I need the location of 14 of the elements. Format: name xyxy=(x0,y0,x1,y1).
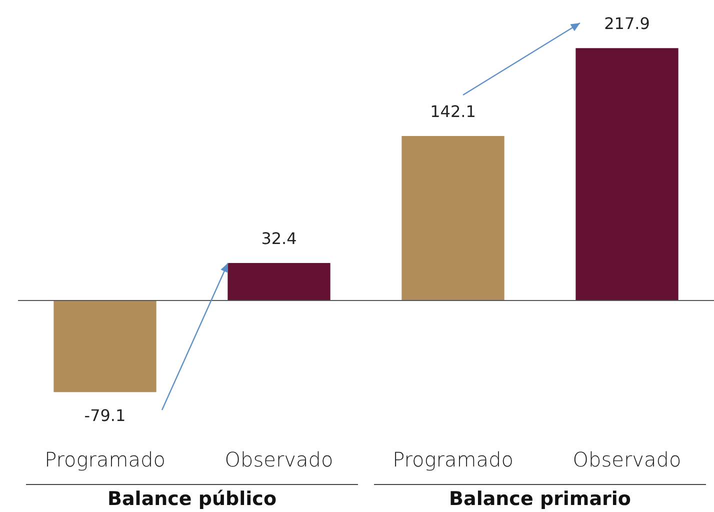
bar xyxy=(228,263,330,301)
x-tick-label: Programado xyxy=(392,448,514,472)
bar xyxy=(576,48,678,301)
bar xyxy=(402,136,504,301)
data-label: -79.1 xyxy=(84,406,126,426)
data-label: 32.4 xyxy=(261,229,297,248)
bar xyxy=(54,300,156,392)
data-label: 142.1 xyxy=(430,102,476,121)
x-tick-label: Observado xyxy=(224,448,334,472)
x-tick-label: Programado xyxy=(44,448,166,472)
text: Balance público xyxy=(26,484,358,510)
x-tick-label: Observado xyxy=(572,448,682,472)
text: Balance primario xyxy=(374,484,706,510)
data-label: 217.9 xyxy=(604,14,650,34)
